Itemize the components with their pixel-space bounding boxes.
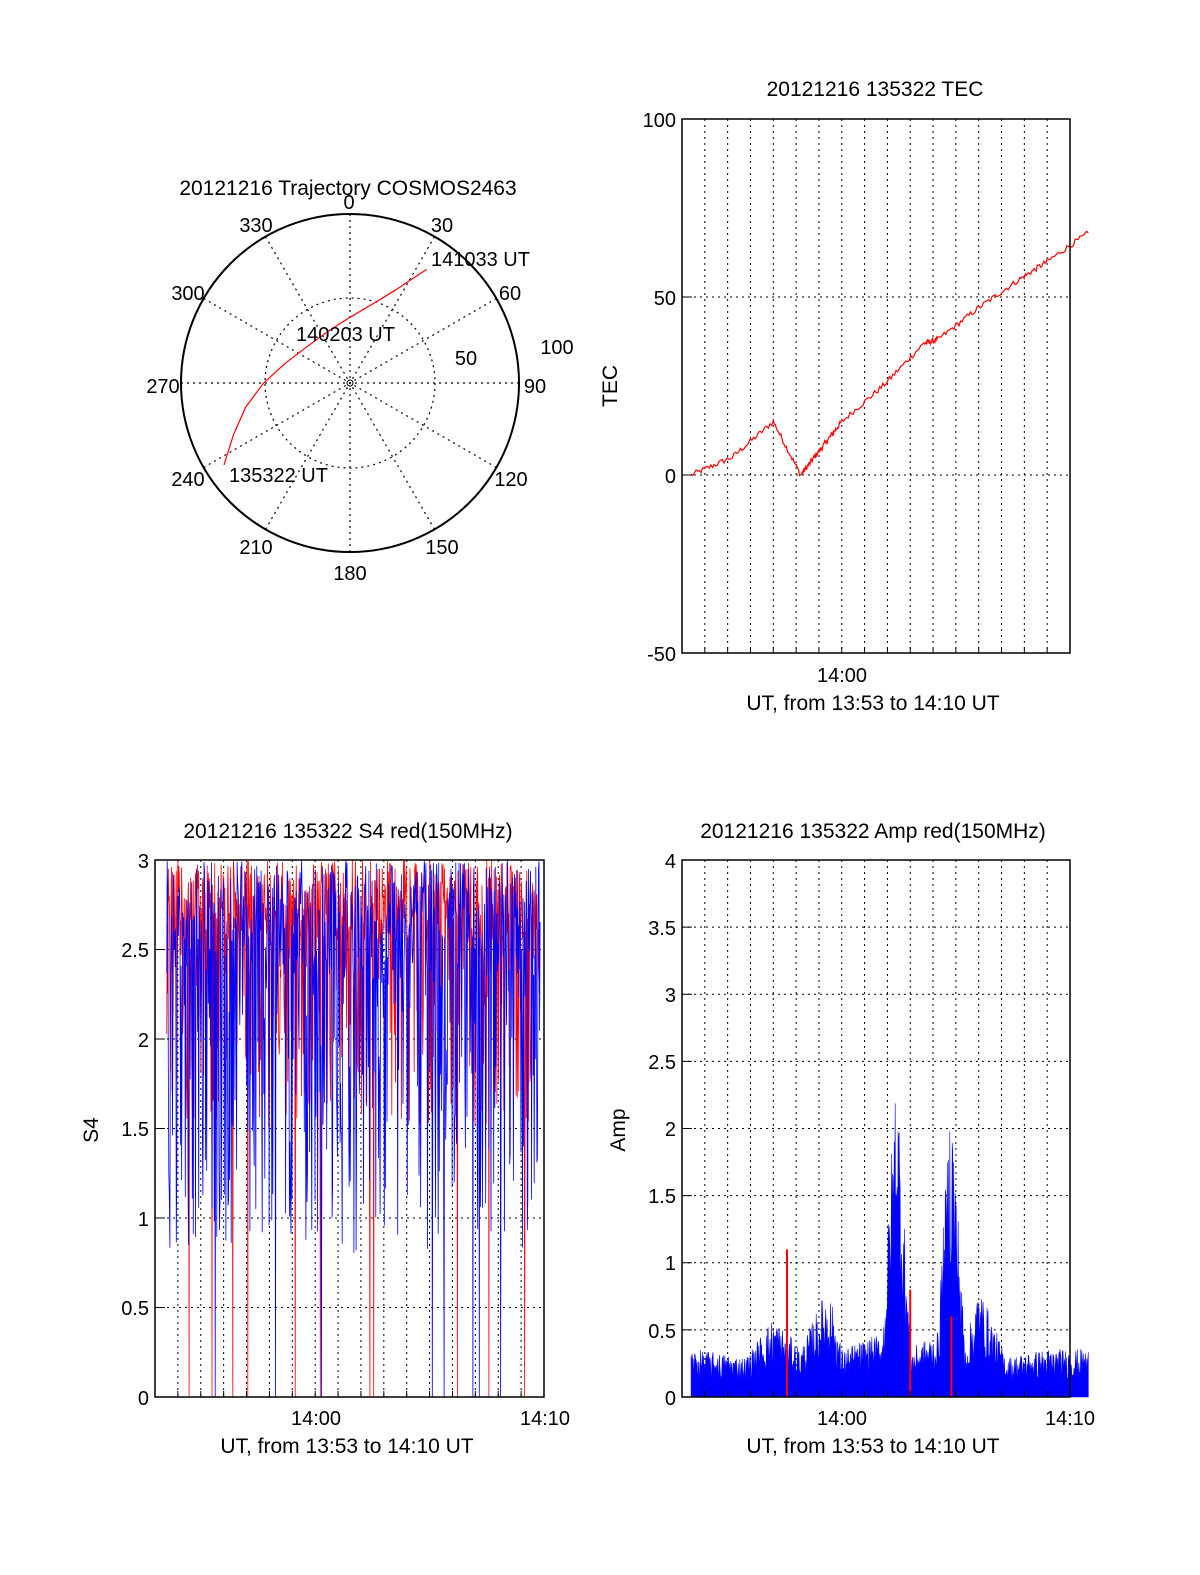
amp-ytick-0: 0 — [665, 1388, 676, 1410]
amp-ticks — [682, 859, 1071, 1398]
angle-label-90: 90 — [524, 376, 546, 398]
angle-label-0: 0 — [343, 192, 354, 214]
tec-ytick-0: 0 — [665, 466, 676, 488]
s4-ticks — [155, 859, 545, 1398]
s4-series — [166, 860, 541, 1398]
angle-label-30: 30 — [431, 215, 453, 237]
polar-title: 20121216 Trajectory COSMOS2463 — [179, 177, 516, 200]
s4-ytick-2.5: 2.5 — [121, 940, 149, 962]
polar-panel: 20121216 Trajectory COSMOS2463 0 30 60 9… — [146, 177, 573, 585]
s4-panel: 20121216 135322 S4 red(150MHz) 3 2.5 2 1… — [80, 820, 570, 1458]
angle-label-150: 150 — [425, 537, 458, 559]
angle-label-300: 300 — [171, 283, 204, 305]
amp-title: 20121216 135322 Amp red(150MHz) — [700, 820, 1046, 843]
angle-label-180: 180 — [333, 563, 366, 585]
s4-ytick-2: 2 — [138, 1030, 149, 1052]
tec-ytick-100: 100 — [643, 110, 676, 132]
amp-blue-area — [690, 1103, 1089, 1398]
tec-plot-frame — [681, 118, 1071, 654]
s4-ytick-1: 1 — [138, 1209, 149, 1231]
s4-ytick-0: 0 — [138, 1388, 149, 1410]
polar-grid — [181, 214, 519, 552]
tec-ylabel: TEC — [599, 365, 622, 407]
amp-ytick-2: 2 — [665, 1119, 676, 1141]
amp-ytick-4: 4 — [665, 851, 676, 873]
track-mid-label: 140203 UT — [296, 324, 395, 346]
s4-title: 20121216 135322 S4 red(150MHz) — [183, 820, 512, 843]
s4-ylabel: S4 — [80, 1117, 103, 1143]
tec-title: 20121216 135322 TEC — [767, 78, 984, 101]
radius-label-100: 100 — [540, 337, 573, 359]
radius-label-50: 50 — [455, 348, 477, 370]
s4-ytick-3: 3 — [138, 851, 149, 873]
tec-ticks — [682, 118, 1071, 654]
polar-inner-circle — [264, 297, 436, 469]
s4-ytick-0.5: 0.5 — [121, 1298, 149, 1320]
amp-panel: 20121216 135322 Amp red(150MHz) 4 3.5 3 … — [607, 820, 1095, 1458]
amp-ytick-2.5: 2.5 — [648, 1052, 676, 1074]
polar-spoke — [264, 236, 436, 530]
angle-label-240: 240 — [171, 469, 204, 491]
angle-label-270: 270 — [146, 376, 179, 398]
amp-ytick-1: 1 — [665, 1253, 676, 1275]
angle-label-210: 210 — [239, 537, 272, 559]
s4-blue-line — [166, 860, 541, 1398]
trajectory-track — [223, 268, 428, 465]
amp-ytick-3.5: 3.5 — [648, 918, 676, 940]
s4-xlabel: UT, from 13:53 to 14:10 UT — [220, 1435, 473, 1458]
amp-series — [690, 1103, 1089, 1398]
amp-grid — [682, 860, 1070, 1397]
tec-xtick-1400: 14:00 — [817, 665, 867, 687]
s4-xtick-1410: 14:10 — [520, 1408, 570, 1430]
amp-ylabel: Amp — [607, 1108, 630, 1151]
amp-ytick-0.5: 0.5 — [648, 1321, 676, 1343]
amp-xtick-1400: 14:00 — [817, 1408, 867, 1430]
polar-outer-circle — [180, 213, 520, 553]
tec-panel: 20121216 135322 TEC 100 50 0 -50 14:00 U… — [599, 78, 1089, 715]
tec-xlabel: UT, from 13:53 to 14:10 UT — [746, 692, 999, 715]
tec-ytick-minus50: -50 — [647, 644, 676, 666]
amp-xtick-1410: 14:10 — [1045, 1408, 1095, 1430]
angle-label-330: 330 — [239, 215, 272, 237]
amp-ytick-1.5: 1.5 — [648, 1186, 676, 1208]
polar-center — [346, 379, 354, 387]
track-start-label: 135322 UT — [229, 465, 328, 487]
angle-label-60: 60 — [499, 283, 521, 305]
s4-xtick-1400: 14:00 — [291, 1408, 341, 1430]
tec-series-line — [690, 230, 1089, 477]
tec-grid — [682, 119, 1070, 653]
amp-ytick-3: 3 — [665, 985, 676, 1007]
amp-xlabel: UT, from 13:53 to 14:10 UT — [746, 1435, 999, 1458]
tec-ytick-50: 50 — [654, 288, 676, 310]
angle-label-120: 120 — [494, 469, 527, 491]
s4-ytick-1.5: 1.5 — [121, 1119, 149, 1141]
track-end-label: 141033 UT — [431, 249, 530, 271]
